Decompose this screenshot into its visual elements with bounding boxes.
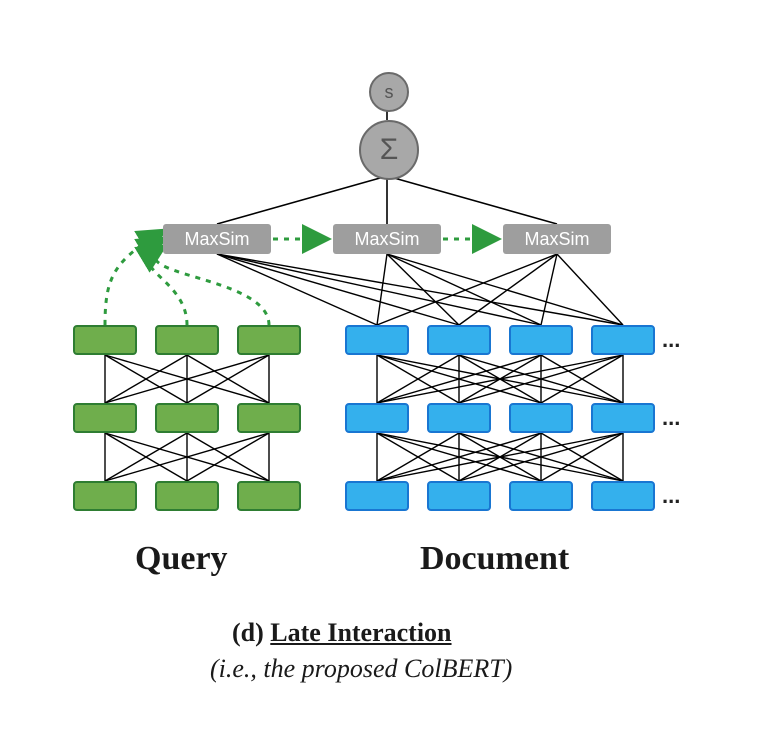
query-label: Query [135, 540, 228, 578]
document-box-r0-c3 [591, 325, 655, 355]
query-box-r2-c2 [237, 481, 301, 511]
document-box-r1-c0 [345, 403, 409, 433]
document-box-r2-c2 [509, 481, 573, 511]
document-box-r0-c0 [345, 325, 409, 355]
caption-prefix: (d) [232, 618, 270, 647]
maxsim-0: MaxSim [163, 224, 271, 254]
document-box-r0-c1 [427, 325, 491, 355]
document-label: Document [420, 540, 569, 578]
query-box-r0-c2 [237, 325, 301, 355]
document-box-r1-c1 [427, 403, 491, 433]
score-circle: s [369, 72, 409, 112]
document-box-r1-c2 [509, 403, 573, 433]
query-box-r1-c0 [73, 403, 137, 433]
document-ellipsis-r1: ... [662, 405, 680, 431]
caption-line1: (d) Late Interaction [232, 618, 452, 648]
caption-line2: (i.e., the proposed ColBERT) [210, 654, 512, 684]
query-box-r2-c1 [155, 481, 219, 511]
query-box-r0-c1 [155, 325, 219, 355]
document-box-r2-c0 [345, 481, 409, 511]
maxsim-2: MaxSim [503, 224, 611, 254]
document-ellipsis-r2: ... [662, 483, 680, 509]
query-box-r1-c1 [155, 403, 219, 433]
sum-circle: Σ [359, 120, 419, 180]
document-box-r2-c1 [427, 481, 491, 511]
document-box-r0-c2 [509, 325, 573, 355]
document-ellipsis-r0: ... [662, 327, 680, 353]
query-box-r2-c0 [73, 481, 137, 511]
query-box-r1-c2 [237, 403, 301, 433]
query-box-r0-c0 [73, 325, 137, 355]
document-box-r1-c3 [591, 403, 655, 433]
maxsim-1: MaxSim [333, 224, 441, 254]
document-box-r2-c3 [591, 481, 655, 511]
caption-main: Late Interaction [270, 618, 451, 647]
